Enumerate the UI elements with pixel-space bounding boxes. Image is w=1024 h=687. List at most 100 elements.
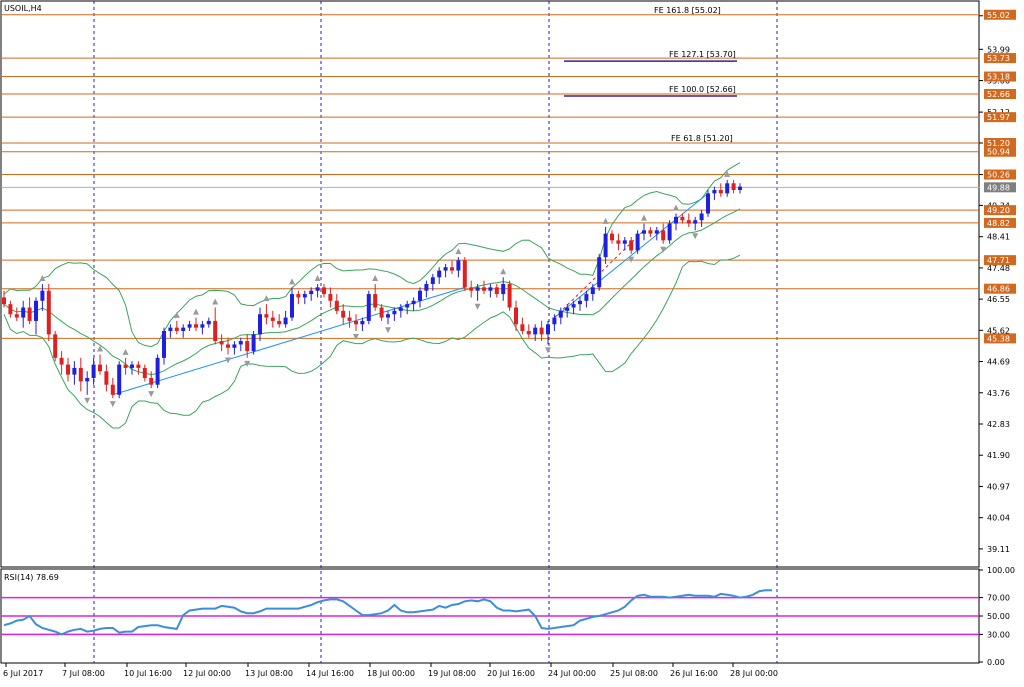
price-tick-label: 42.83 (987, 420, 1010, 429)
candle-body (693, 220, 698, 224)
price-tick-label: 45.62 (987, 326, 1010, 335)
candle-body (78, 367, 83, 382)
candle-body (322, 287, 326, 295)
candle-body (354, 320, 358, 325)
level-price-label: 55.02 (987, 11, 1010, 20)
candle-body (149, 378, 154, 385)
candle-body (66, 364, 70, 375)
candle-body (450, 267, 454, 271)
candle-body (578, 300, 582, 305)
candle-body (14, 314, 19, 318)
level-price-label: 50.26 (987, 171, 1010, 180)
candle-body (85, 378, 90, 382)
time-tick-label: 12 Jul 00:00 (183, 669, 231, 678)
candle-body (130, 364, 134, 368)
candle-body (347, 317, 352, 321)
candle-body (155, 357, 160, 385)
candle-body (622, 240, 627, 244)
candle-body (571, 304, 576, 308)
fractal-up-marker (263, 295, 270, 302)
candle-body (552, 317, 557, 325)
price-tick-label: 40.97 (987, 482, 1010, 491)
candle-body (98, 364, 102, 372)
price-tick-label: 40.04 (987, 514, 1010, 523)
candle-body (123, 364, 128, 368)
candle-body (405, 304, 410, 308)
time-tick-label: 19 Jul 08:00 (428, 669, 476, 678)
candle-body (629, 240, 634, 251)
fractal-down-marker (109, 401, 116, 408)
level-price-box (984, 217, 1016, 228)
candle-body (712, 190, 717, 194)
bollinger-lower (3, 254, 741, 429)
candle-body (181, 327, 186, 331)
fe-label: FE 61.8 [51.20] (671, 134, 733, 143)
candle-body (456, 260, 461, 271)
candle-body (309, 290, 314, 295)
candle-body (264, 314, 269, 318)
symbol-label: USOIL,H4 (4, 4, 42, 13)
rsi-tick-label: 30.00 (987, 630, 1010, 639)
fractal-up-marker (39, 275, 46, 281)
candle-body (686, 220, 691, 224)
fractals-layer (39, 170, 731, 408)
price-tick-label: 48.41 (987, 233, 1010, 242)
level-price-label: 53.18 (987, 73, 1010, 82)
fractal-up-marker (602, 217, 609, 224)
level-price-label: 50.94 (987, 148, 1010, 157)
time-tick-label: 28 Jul 00:00 (730, 669, 778, 678)
candle-body (59, 357, 64, 365)
candle-body (507, 284, 512, 308)
time-tick-label: 10 Jul 16:00 (124, 669, 172, 678)
candle-body (699, 213, 704, 221)
price-tick-label: 46.55 (987, 295, 1010, 304)
candle-body (8, 304, 13, 315)
candle-body (104, 371, 109, 385)
level-price-box (984, 146, 1016, 157)
candle-body (386, 314, 390, 318)
fractal-down-marker (660, 246, 667, 253)
fractal-up-marker (212, 298, 219, 305)
candle-body (341, 310, 346, 318)
level-price-box (984, 169, 1016, 180)
candle-body (232, 344, 237, 348)
fractal-up-marker (97, 345, 103, 352)
candle-body (501, 284, 506, 295)
time-axis-layer: 6 Jul 2017 7 Jul 08:00 10 Jul 16:00 12 Jul … (3, 663, 778, 678)
candle-body (661, 230, 666, 241)
fractal-up-marker (500, 268, 507, 275)
candle-body (642, 230, 646, 234)
fractal-down-marker (545, 347, 551, 354)
candle-body (616, 240, 621, 244)
candle-body (168, 327, 173, 331)
fe-labels-layer: FE 161.8 [55.02] FE 127.1 [53.70] FE 100.0… (564, 6, 737, 143)
candle-body (206, 320, 211, 325)
candle-body (117, 364, 122, 395)
price-pane-frame (0, 0, 980, 568)
candle-body (475, 287, 480, 291)
price-tick-label: 44.69 (987, 358, 1010, 367)
candle-body (136, 364, 141, 368)
fractal-down-marker (385, 327, 391, 334)
candle-body (315, 287, 320, 291)
fractal-up-marker (372, 275, 379, 281)
candle-body (482, 287, 486, 291)
candle-body (379, 307, 384, 318)
time-tick-label: 20 Jul 16:00 (487, 669, 535, 678)
candle-body (270, 317, 275, 321)
candle-body (667, 223, 672, 241)
candle-body (597, 257, 602, 288)
candle-body (610, 233, 614, 241)
level-price-label: 49.20 (987, 206, 1010, 215)
level-price-label: 47.71 (987, 256, 1010, 265)
fractal-up-marker (641, 214, 647, 221)
candle-body (142, 367, 147, 378)
candle-body (680, 216, 685, 221)
candle-body (328, 294, 333, 301)
candle-body (706, 193, 710, 214)
candle-body (411, 300, 416, 305)
candle-body (584, 294, 589, 301)
time-tick-label: 6 Jul 2017 (3, 669, 43, 678)
candle-body (226, 344, 230, 348)
fractal-up-marker (314, 275, 321, 281)
